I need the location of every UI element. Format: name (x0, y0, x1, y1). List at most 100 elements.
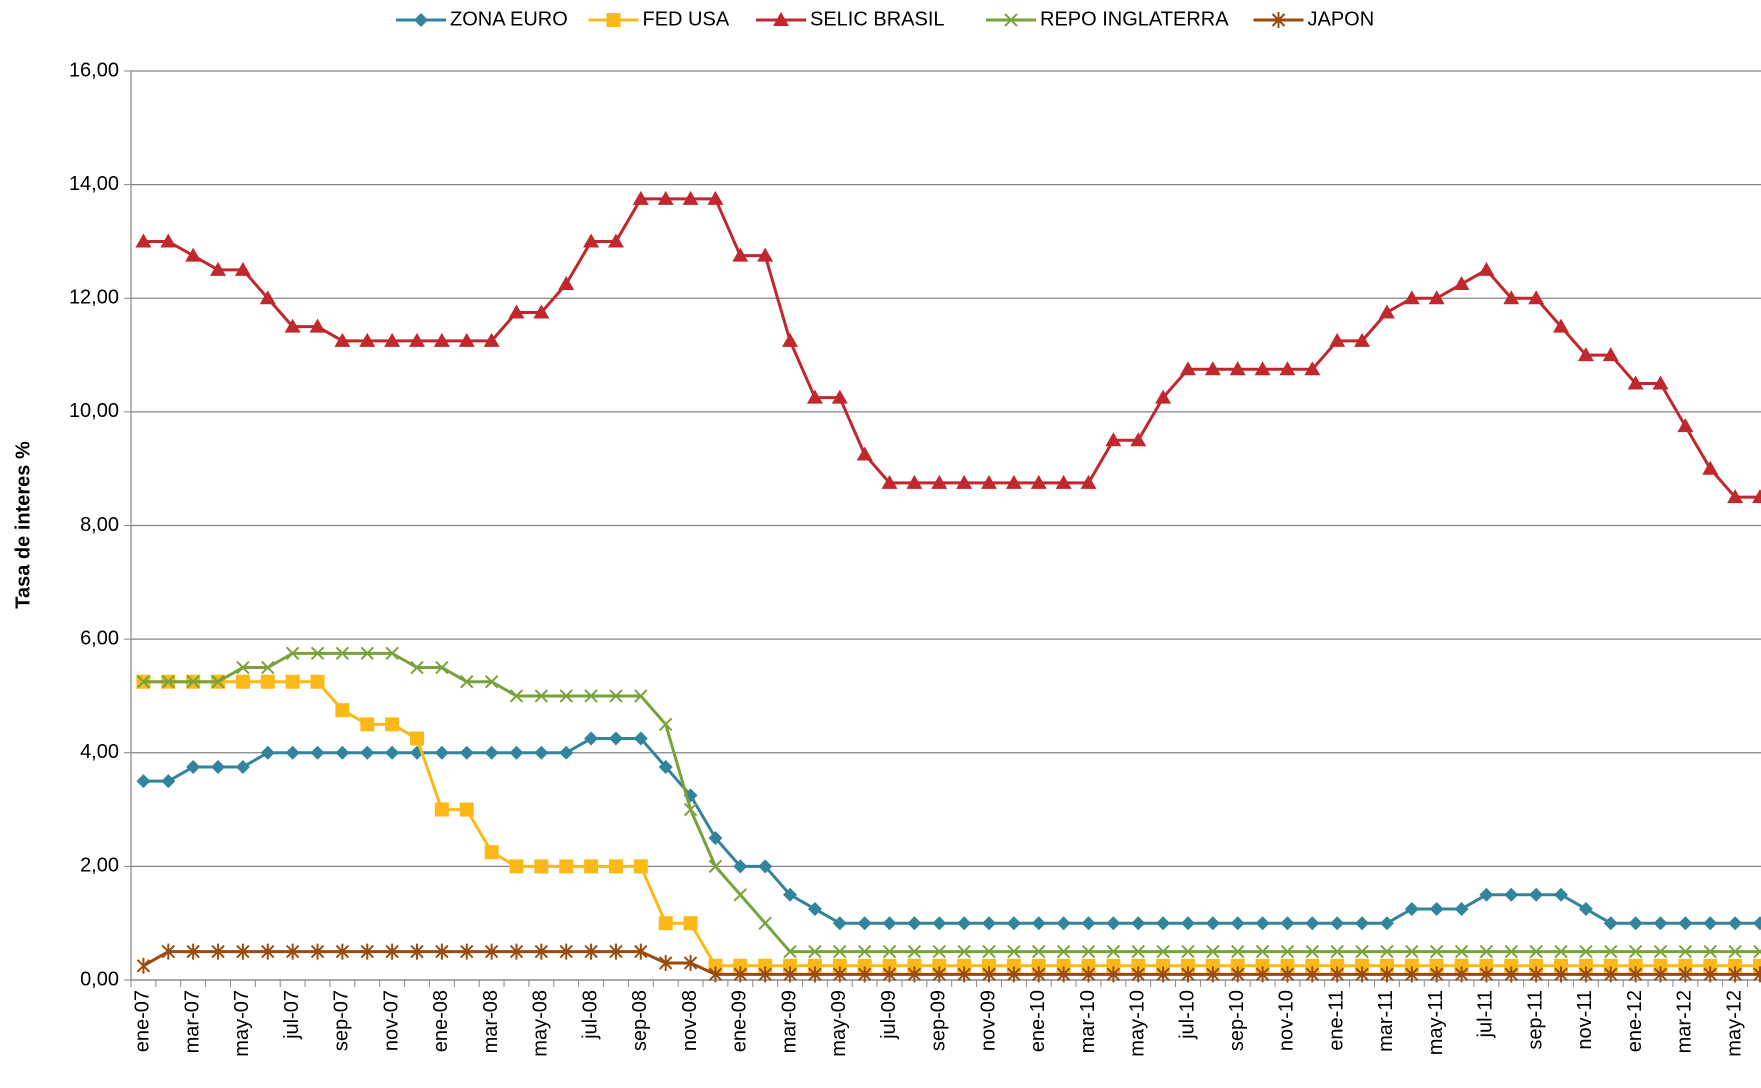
marker (1156, 944, 1170, 959)
marker (1255, 944, 1270, 959)
marker (559, 745, 574, 760)
marker (1628, 958, 1643, 973)
marker (1355, 966, 1369, 983)
marker (658, 759, 673, 774)
marker (1081, 958, 1096, 973)
marker (1056, 958, 1071, 973)
marker (335, 703, 350, 718)
x-tick-label: nov-07 (380, 990, 402, 1051)
marker (708, 958, 723, 973)
marker (1181, 966, 1195, 983)
marker (1131, 966, 1145, 983)
marker (907, 916, 922, 931)
marker (1653, 966, 1668, 983)
marker (310, 943, 325, 960)
x-tick-label: mar-09 (778, 990, 800, 1053)
x-tick-label: may-08 (530, 990, 552, 1057)
marker (1230, 916, 1245, 931)
marker (1602, 347, 1619, 362)
y-tick-label: 14,00 (69, 173, 119, 195)
marker (1156, 966, 1170, 983)
legend-item: SELIC BRASIL (756, 8, 945, 30)
marker (1454, 958, 1469, 973)
x-tick-label: mar-12 (1674, 990, 1696, 1053)
marker (1006, 958, 1021, 973)
x-tick-label: may-10 (1127, 990, 1149, 1057)
marker (857, 944, 872, 959)
marker (907, 944, 922, 959)
marker (906, 474, 923, 489)
marker (410, 660, 424, 675)
marker (385, 745, 400, 760)
marker (1728, 944, 1742, 959)
x-tick-label: ene-11 (1325, 990, 1347, 1051)
marker (285, 943, 300, 960)
marker (508, 304, 525, 319)
marker (559, 943, 573, 960)
marker (1553, 318, 1570, 333)
marker (1056, 916, 1071, 931)
marker (1429, 958, 1444, 973)
marker (1429, 944, 1444, 959)
x-tick-label: ene-09 (729, 990, 751, 1052)
marker (1106, 966, 1121, 983)
marker (1628, 944, 1643, 959)
y-tick-label: 12,00 (69, 287, 119, 309)
marker (1279, 361, 1296, 376)
marker (608, 731, 623, 746)
marker (783, 944, 797, 959)
marker (1404, 958, 1419, 973)
marker (509, 943, 524, 960)
marker (932, 966, 946, 983)
marker (534, 745, 549, 760)
legend-label: SELIC BRASIL (810, 8, 945, 30)
x-tick-label: jul-08 (579, 990, 601, 1040)
marker (1271, 12, 1286, 28)
marker (434, 802, 449, 817)
marker (1355, 958, 1370, 973)
x-tick-label: mar-08 (480, 990, 502, 1053)
marker (1030, 474, 1047, 489)
marker (758, 859, 773, 874)
marker (1280, 944, 1295, 959)
marker (758, 916, 772, 930)
marker (335, 745, 350, 760)
marker (1380, 966, 1394, 983)
marker (1727, 489, 1744, 504)
x-tick-label: may-12 (1723, 990, 1745, 1057)
marker (1379, 958, 1394, 973)
marker (882, 916, 897, 931)
marker (1652, 375, 1669, 390)
marker (857, 916, 872, 931)
marker (335, 943, 350, 960)
marker (1529, 958, 1544, 973)
marker (236, 943, 250, 960)
marker (1229, 361, 1246, 376)
marker (1081, 966, 1096, 983)
marker (1554, 958, 1569, 973)
marker (1330, 958, 1345, 973)
marker (1231, 966, 1245, 983)
marker (1105, 432, 1122, 447)
marker (683, 916, 698, 931)
marker (533, 304, 550, 319)
x-tick-label: jul-07 (281, 990, 303, 1040)
marker (1255, 958, 1270, 973)
legend-label: ZONA EURO (450, 8, 568, 30)
marker (1529, 944, 1543, 959)
marker (235, 759, 250, 774)
marker (1627, 375, 1644, 390)
series (136, 731, 1761, 931)
y-tick-label: 10,00 (69, 400, 119, 422)
marker (882, 966, 897, 983)
marker (1429, 966, 1444, 983)
marker (458, 332, 475, 347)
x-tick-label: mar-10 (1077, 990, 1099, 1053)
marker (310, 674, 325, 689)
marker (606, 13, 621, 27)
marker (1478, 261, 1495, 276)
marker (409, 332, 426, 347)
marker (773, 12, 789, 26)
marker (1653, 958, 1668, 973)
